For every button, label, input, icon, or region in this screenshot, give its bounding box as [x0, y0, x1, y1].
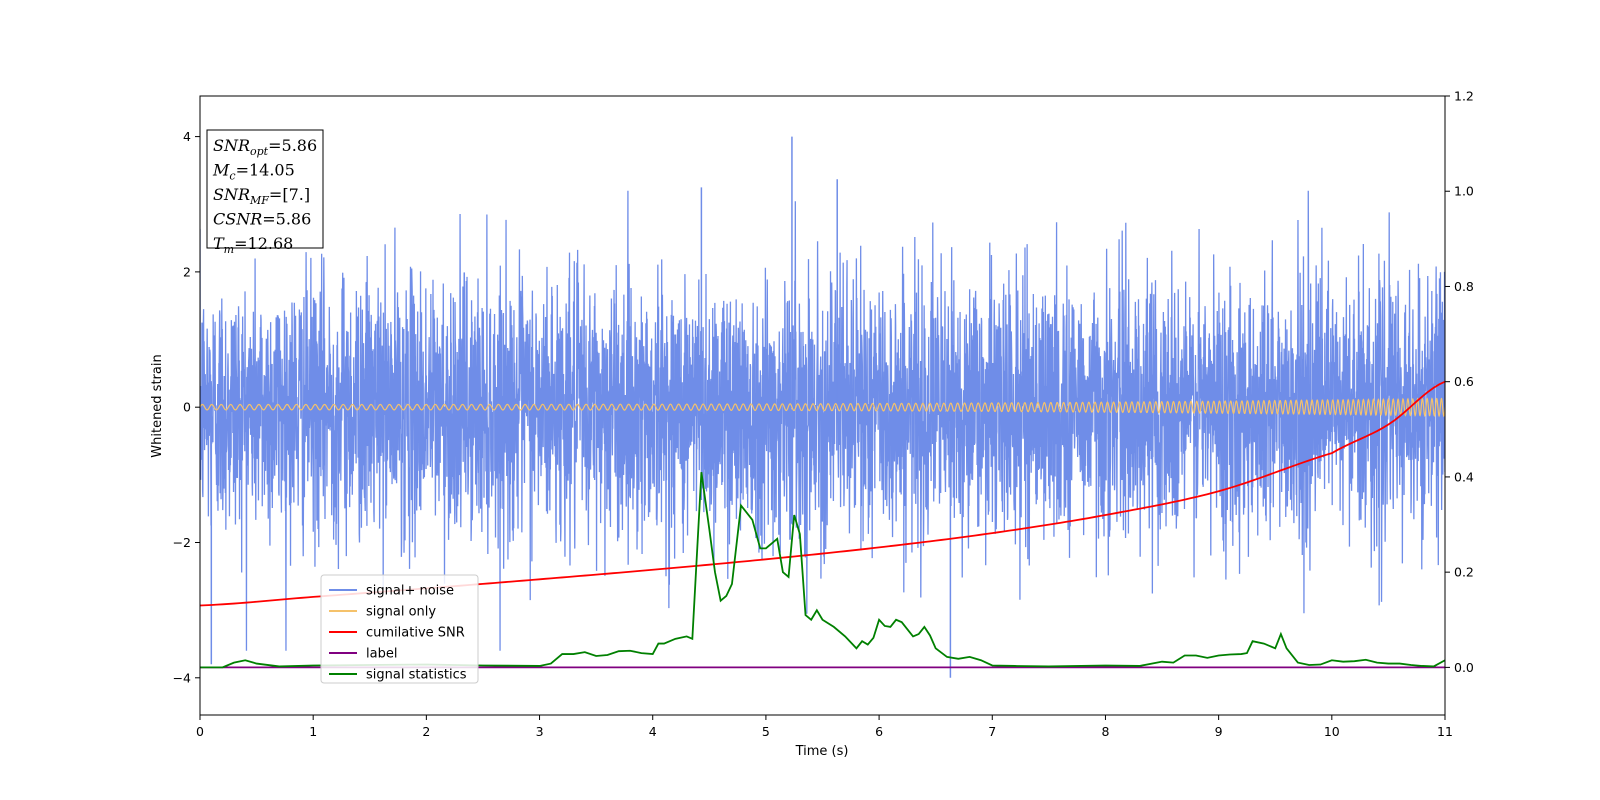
x-tick-label: 0 [196, 724, 204, 739]
x-tick-label: 6 [875, 724, 883, 739]
x-tick-label: 10 [1324, 724, 1340, 739]
y-axis-right: 0.0 0.2 0.4 0.6 0.8 1.0 1.2 [1445, 89, 1474, 675]
x-axis-label: Time (s) [795, 744, 849, 759]
y2-tick-label: 0.4 [1454, 469, 1474, 484]
y-axis-label: Whitened strain [150, 354, 165, 457]
annotation-subscript: opt [250, 145, 269, 158]
legend: signal+ noise signal only cumilative SNR la… [320, 574, 479, 684]
legend-label: signal only [366, 605, 436, 620]
x-tick-label: 8 [1101, 724, 1109, 739]
x-tick-label: 4 [649, 724, 657, 739]
legend-label: cumilative SNR [366, 626, 465, 641]
legend-label: signal+ noise [366, 584, 454, 599]
x-tick-label: 11 [1437, 724, 1453, 739]
annotation-value: =14.05 [236, 161, 295, 180]
annotation-line: SNRMF=[7.] [213, 185, 310, 207]
x-tick-label: 9 [1215, 724, 1223, 739]
y2-tick-label: 0.6 [1454, 374, 1474, 389]
annotation-value: =12.68 [234, 234, 293, 253]
legend-label: signal statistics [366, 668, 467, 683]
signal-statistics-line [200, 472, 1445, 669]
noise-line [200, 190, 1445, 651]
annotation-symbol: SNR [213, 136, 250, 155]
y-tick-label: 2 [183, 264, 191, 279]
x-tick-label: 1 [309, 724, 317, 739]
series-signal-plus-noise [200, 136, 1445, 678]
x-tick-label: 7 [988, 724, 996, 739]
x-tick-label: 3 [536, 724, 544, 739]
annotation-line: CSNR=5.86 [213, 210, 311, 229]
y2-tick-label: 1.2 [1454, 89, 1474, 104]
y-axis-left: −4 −2 0 2 4 [173, 129, 200, 685]
annotation-line: Mc=14.05 [212, 161, 295, 183]
x-axis: 0 1 2 3 4 5 6 7 8 9 10 11 [196, 715, 1453, 739]
y-tick-label: 0 [183, 400, 191, 415]
annotation-line: Tm=12.68 [213, 234, 293, 256]
y-tick-label: −2 [173, 535, 191, 550]
annotation-symbol: CSNR [213, 210, 262, 229]
annotation-line: SNRopt=5.86 [213, 136, 317, 158]
annotation-subscript: MF [249, 194, 269, 207]
annotation-subscript: c [229, 170, 235, 183]
legend-label: label [366, 647, 397, 662]
annotation-subscript: m [224, 243, 234, 256]
annotation-symbol: T [213, 234, 225, 253]
series-signal-only [200, 397, 1445, 418]
noise-peaks [210, 136, 952, 678]
annotation-value: =5.86 [268, 136, 317, 155]
x-tick-label: 5 [762, 724, 770, 739]
y2-tick-label: 0.8 [1454, 279, 1474, 294]
annotation-box: SNRopt=5.86Mc=14.05SNRMF=[7.]CSNR=5.86Tm… [206, 129, 324, 256]
x-tick-label: 2 [422, 724, 430, 739]
chirp-line [200, 397, 1445, 418]
annotation-value: =[7.] [269, 185, 310, 204]
y2-tick-label: 0.2 [1454, 565, 1474, 580]
annotation-value: =5.86 [262, 210, 311, 229]
annotation-symbol: M [212, 161, 230, 180]
y-tick-label: −4 [173, 670, 191, 685]
plot-frame [199, 95, 1446, 716]
y2-tick-label: 0.0 [1454, 660, 1474, 675]
y2-tick-label: 1.0 [1454, 184, 1474, 199]
y-tick-label: 4 [183, 129, 191, 144]
annotation-symbol: SNR [213, 185, 250, 204]
